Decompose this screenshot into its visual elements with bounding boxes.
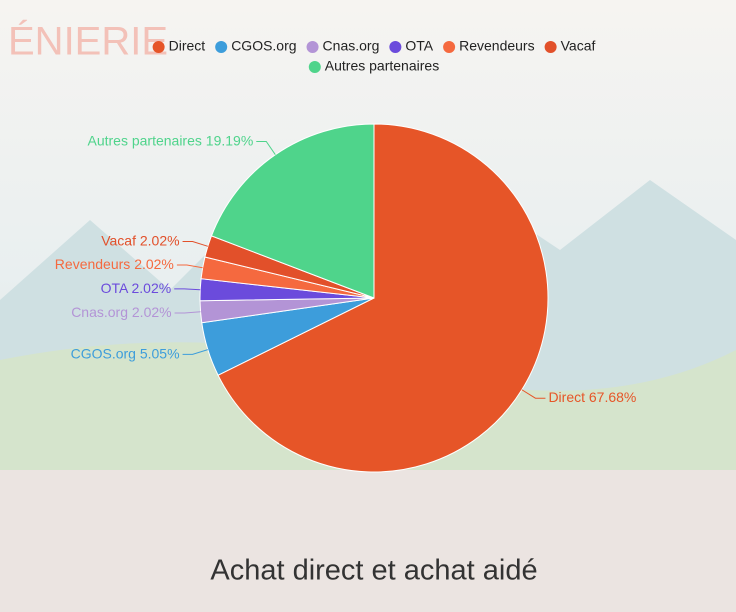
leader-line [174, 311, 201, 314]
label-name: Revendeurs [55, 256, 131, 272]
legend-marker [152, 41, 165, 53]
legend-item: Revendeurs [443, 38, 535, 54]
label-name: OTA [101, 280, 129, 296]
legend-item: Direct [152, 38, 206, 54]
leader-line [521, 389, 546, 399]
data-label: Cnas.org 2.02% [71, 304, 171, 320]
label-value: 2.02% [132, 280, 172, 296]
label-name: Cnas.org [71, 304, 128, 320]
label-name: CGOS.org [71, 345, 136, 361]
label-value: 2.02% [132, 304, 172, 320]
leader-line [182, 349, 208, 355]
leader-line [174, 288, 201, 291]
label-value: 67.68% [589, 389, 636, 405]
legend-marker [308, 61, 321, 73]
legend-label: CGOS.org [231, 38, 296, 54]
data-label: CGOS.org 5.05% [71, 345, 180, 361]
label-name: Vacaf [101, 232, 136, 248]
label-name: Autres partenaires [87, 132, 201, 148]
legend-item: Autres partenaires [308, 58, 439, 74]
legend-item: Vacaf [544, 38, 596, 54]
legend-marker [544, 41, 557, 53]
pie-slice [210, 123, 375, 299]
legend-marker [389, 41, 402, 53]
data-label: OTA 2.02% [101, 280, 172, 296]
label-value: 2.02% [134, 256, 174, 272]
leader-line [256, 140, 276, 155]
legend-label: Vacaf [561, 38, 596, 54]
pie-slice [217, 123, 549, 473]
label-value: 5.05% [140, 345, 180, 361]
legend-label: Cnas.org [323, 38, 380, 54]
legend-item: CGOS.org [215, 38, 297, 54]
data-label: Direct 67.68% [548, 389, 636, 405]
legend-marker [306, 41, 319, 53]
legend-marker [443, 41, 456, 53]
label-value: 2.02% [140, 232, 180, 248]
legend-label: OTA [405, 38, 433, 54]
legend-item: Cnas.org [306, 38, 380, 54]
leader-line [182, 241, 209, 247]
leader-line [176, 264, 203, 269]
data-label: Vacaf 2.02% [101, 232, 179, 248]
legend-marker [215, 41, 228, 53]
legend-label: Autres partenaires [325, 58, 439, 74]
legend-label: Direct [169, 38, 206, 54]
logo-text: ÉNIERIE [8, 19, 168, 64]
label-value: 19.19% [206, 132, 253, 148]
data-label: Revendeurs 2.02% [55, 256, 174, 272]
label-name: Direct [548, 389, 585, 405]
legend-label: Revendeurs [459, 38, 535, 54]
chart-title: Achat direct et achat aidé [210, 555, 537, 587]
data-label: Autres partenaires 19.19% [87, 132, 253, 148]
legend-item: OTA [389, 38, 434, 54]
